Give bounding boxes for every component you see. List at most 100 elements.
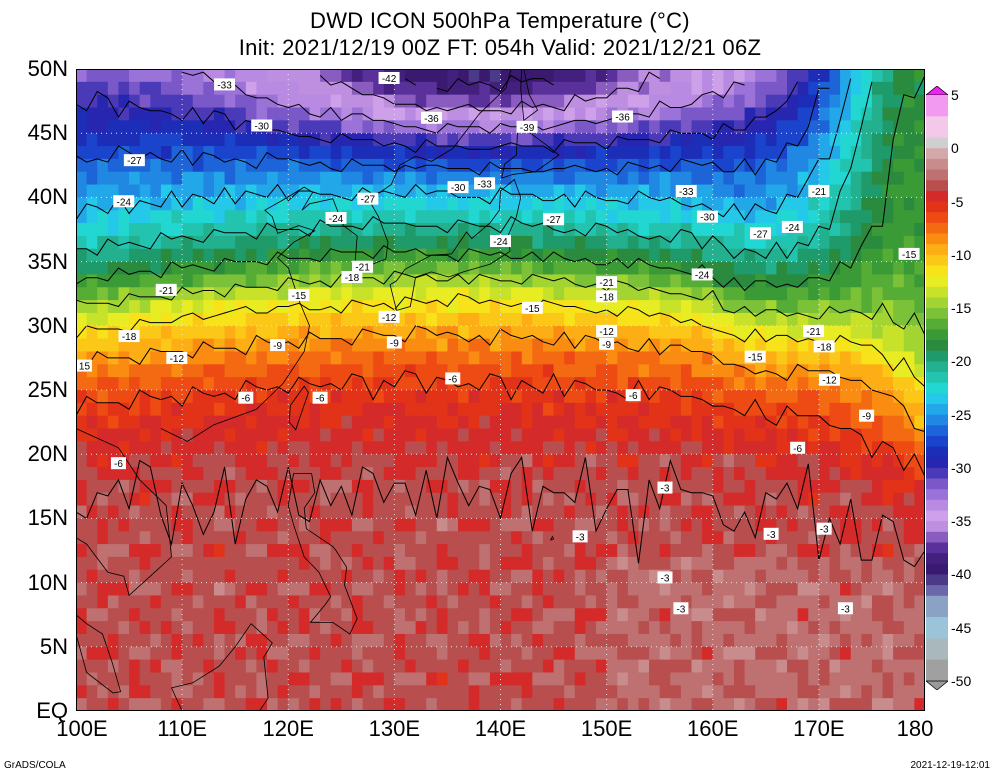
temperature-cell bbox=[224, 107, 236, 121]
temperature-cell bbox=[691, 531, 703, 545]
temperature-cell bbox=[649, 595, 661, 609]
temperature-cell bbox=[256, 364, 268, 378]
temperature-cell bbox=[585, 120, 597, 134]
temperature-cell bbox=[542, 454, 555, 468]
temperature-cell bbox=[787, 171, 799, 186]
temperature-cell bbox=[107, 467, 120, 481]
temperature-cell bbox=[659, 287, 671, 301]
temperature-cell bbox=[404, 672, 417, 686]
temperature-cell bbox=[606, 120, 618, 134]
temperature-cell bbox=[755, 300, 767, 314]
temperature-cell bbox=[150, 544, 162, 558]
temperature-cell bbox=[256, 235, 268, 250]
temperature-cell bbox=[213, 261, 226, 276]
temperature-cell bbox=[712, 633, 724, 648]
temperature-cell bbox=[235, 94, 247, 109]
temperature-cell bbox=[617, 608, 629, 622]
temperature-cell bbox=[362, 312, 374, 327]
temperature-cell bbox=[903, 441, 915, 455]
temperature-cell bbox=[139, 659, 151, 674]
temperature-cell bbox=[351, 608, 364, 622]
temperature-cell bbox=[511, 518, 523, 532]
temperature-cell bbox=[787, 338, 799, 353]
temperature-cell bbox=[330, 479, 342, 494]
temperature-cell bbox=[139, 107, 151, 121]
temperature-cell bbox=[882, 479, 894, 494]
temperature-cell bbox=[882, 94, 894, 109]
temperature-cell bbox=[723, 531, 735, 545]
contour-label: -24 bbox=[691, 268, 713, 281]
temperature-cell bbox=[893, 223, 905, 237]
temperature-cell bbox=[744, 646, 756, 661]
temperature-cell bbox=[840, 377, 852, 391]
temperature-cell bbox=[298, 544, 311, 558]
temperature-cell bbox=[182, 646, 194, 661]
temperature-cell bbox=[468, 158, 480, 173]
temperature-cell bbox=[574, 685, 586, 699]
temperature-cell bbox=[787, 621, 799, 635]
temperature-cell bbox=[320, 81, 332, 96]
temperature-cell bbox=[500, 210, 512, 224]
temperature-cell bbox=[192, 428, 204, 442]
contour-label: -30 bbox=[696, 210, 718, 224]
colorbar-swatch bbox=[926, 361, 948, 373]
temperature-cell bbox=[861, 146, 873, 160]
temperature-cell bbox=[76, 261, 88, 276]
temperature-cell bbox=[574, 223, 586, 237]
temperature-cell bbox=[861, 659, 873, 674]
temperature-cell bbox=[373, 505, 385, 519]
temperature-cell bbox=[213, 338, 226, 353]
temperature-cell bbox=[76, 556, 88, 571]
temperature-cell bbox=[617, 94, 629, 109]
temperature-cell bbox=[871, 197, 884, 211]
temperature-cell bbox=[840, 158, 852, 173]
temperature-cell bbox=[617, 325, 629, 340]
temperature-cell bbox=[479, 441, 491, 455]
temperature-cell bbox=[787, 120, 799, 134]
temperature-cell bbox=[107, 312, 120, 327]
temperature-cell bbox=[394, 659, 406, 674]
temperature-cell bbox=[617, 146, 629, 160]
temperature-cell bbox=[479, 556, 491, 571]
temperature-cell bbox=[320, 659, 332, 674]
temperature-cell bbox=[617, 210, 629, 224]
temperature-cell bbox=[362, 505, 374, 519]
temperature-cell bbox=[553, 338, 565, 353]
temperature-cell bbox=[500, 300, 512, 314]
temperature-cell bbox=[97, 454, 109, 468]
temperature-cell bbox=[309, 312, 321, 327]
temperature-cell bbox=[808, 415, 820, 430]
temperature-cell bbox=[564, 248, 576, 263]
temperature-cell bbox=[351, 402, 364, 417]
temperature-cell bbox=[97, 428, 109, 442]
svg-text:-15: -15 bbox=[292, 291, 307, 302]
temperature-cell bbox=[564, 158, 576, 173]
colorbar-swatch bbox=[926, 425, 948, 437]
temperature-cell bbox=[712, 659, 724, 674]
temperature-cell bbox=[203, 479, 215, 494]
temperature-cell bbox=[351, 223, 364, 237]
temperature-cell bbox=[415, 428, 427, 442]
temperature-cell bbox=[139, 415, 151, 430]
temperature-cell bbox=[840, 467, 852, 481]
temperature-cell bbox=[76, 402, 88, 417]
temperature-cell bbox=[479, 479, 491, 494]
temperature-cell bbox=[341, 390, 353, 404]
temperature-cell bbox=[723, 390, 735, 404]
temperature-cell bbox=[585, 685, 597, 699]
temperature-cell bbox=[235, 685, 247, 699]
temperature-cell bbox=[224, 377, 236, 391]
temperature-cell bbox=[617, 569, 629, 584]
temperature-cell bbox=[776, 595, 788, 609]
temperature-cell bbox=[903, 287, 915, 301]
temperature-cell bbox=[171, 94, 183, 109]
temperature-cell bbox=[118, 659, 130, 674]
temperature-cell bbox=[415, 69, 427, 83]
temperature-cell bbox=[256, 402, 268, 417]
temperature-cell bbox=[627, 351, 640, 365]
temperature-cell bbox=[351, 81, 364, 96]
temperature-cell bbox=[489, 685, 502, 699]
temperature-cell bbox=[840, 69, 852, 83]
temperature-cell bbox=[755, 94, 767, 109]
temperature-cell bbox=[330, 415, 342, 430]
